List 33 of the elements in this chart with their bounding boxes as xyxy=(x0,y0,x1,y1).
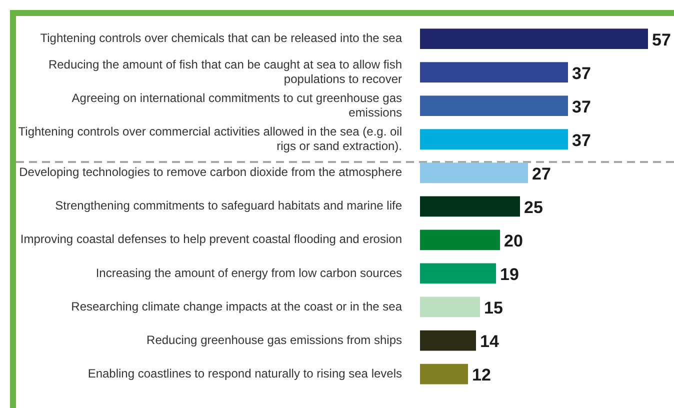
y-tick-label: Developing technologies to remove carbon dioxide from the atmosphere xyxy=(19,165,402,180)
y-tick-label: Tightening controls over chemicals that can be released into the sea xyxy=(40,31,402,46)
y-tick-label: Tightening controls over commercial activities allowed in the sea (e.g. oil rigs or sand extraction). xyxy=(18,124,402,153)
y-tick-label: Researching climate change impacts at the coast or in the sea xyxy=(71,299,402,314)
bar xyxy=(420,196,520,217)
bar xyxy=(420,263,496,284)
data-label: 19 xyxy=(500,265,519,284)
bar xyxy=(420,364,468,384)
data-label: 37 xyxy=(572,131,591,150)
y-tick-label: Reducing greenhouse gas emissions from ships xyxy=(146,332,402,347)
bar xyxy=(420,28,648,49)
data-label: 25 xyxy=(524,198,543,218)
data-label: 15 xyxy=(484,298,503,318)
y-tick-label: Agreeing on international commitments to cut greenhouse gas emissions xyxy=(72,90,402,120)
bar xyxy=(420,129,568,150)
data-label: 57 xyxy=(652,30,671,50)
y-tick-label: Reducing the amount of fish that can be caught at sea to allow fish populations to recover xyxy=(48,57,402,86)
bar xyxy=(420,330,476,351)
bar xyxy=(420,62,568,82)
bar xyxy=(420,96,568,116)
bar xyxy=(420,162,528,184)
data-label: 37 xyxy=(572,64,591,83)
y-tick-label: Strengthening commitments to safeguard habitats and marine life xyxy=(55,198,402,213)
data-label: 12 xyxy=(472,366,491,385)
data-label: 37 xyxy=(572,98,591,117)
bar xyxy=(420,296,480,318)
y-tick-label: Increasing the amount of energy from low carbon sources xyxy=(96,266,402,280)
data-label: 14 xyxy=(480,332,500,352)
y-tick-label: Enabling coastlines to respond naturally to rising sea levels xyxy=(88,366,402,380)
data-label: 27 xyxy=(532,164,551,184)
data-label: 20 xyxy=(504,232,523,251)
bar xyxy=(420,230,500,250)
y-tick-label: Improving coastal defenses to help prevent coastal flooding and erosion xyxy=(20,232,402,246)
